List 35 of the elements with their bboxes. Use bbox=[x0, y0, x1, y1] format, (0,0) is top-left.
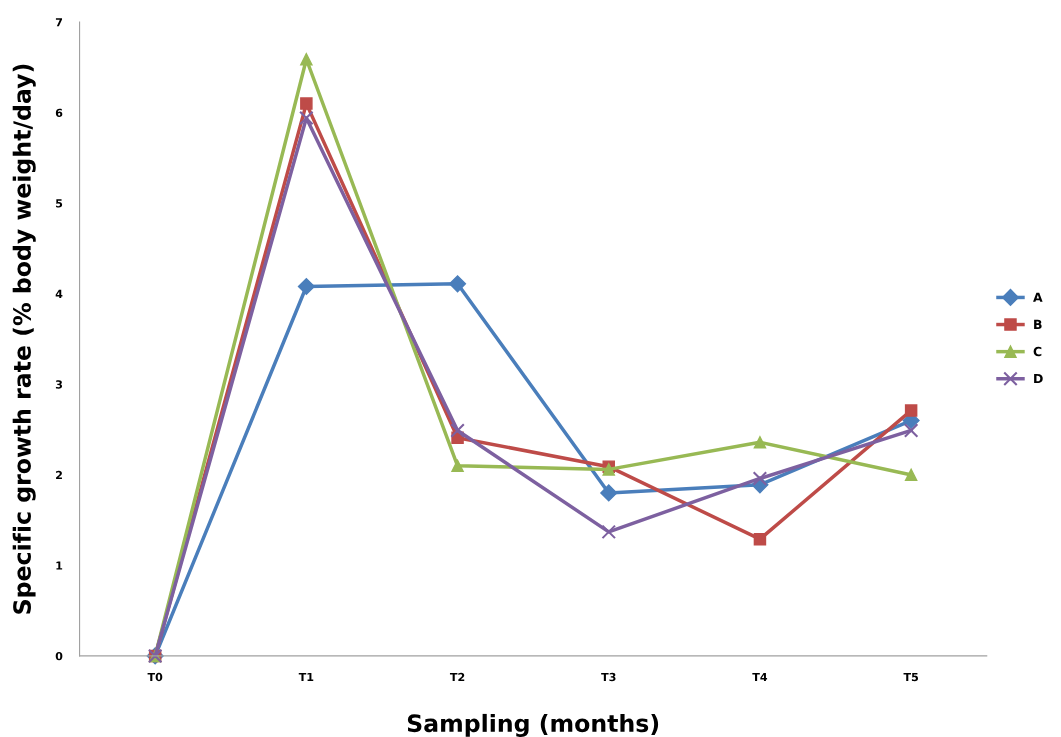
y-tick-label: 5 bbox=[56, 199, 63, 208]
point bbox=[300, 97, 313, 110]
point bbox=[300, 52, 313, 66]
y-tick-label: 2 bbox=[56, 470, 62, 480]
x-tick-label: T3 bbox=[601, 672, 616, 682]
x-tick-label: T2 bbox=[449, 672, 465, 682]
point bbox=[450, 423, 465, 438]
point bbox=[451, 459, 464, 473]
point bbox=[297, 277, 315, 296]
point bbox=[600, 484, 618, 502]
point bbox=[904, 404, 918, 417]
y-tick-label: 3 bbox=[55, 380, 63, 389]
point bbox=[299, 110, 314, 126]
legend-label: A bbox=[1033, 292, 1043, 302]
y-tick-label: 1 bbox=[56, 561, 63, 570]
point bbox=[753, 435, 767, 449]
point bbox=[904, 468, 918, 482]
x-tick-label: T1 bbox=[298, 672, 314, 682]
x-tick-label: T5 bbox=[903, 672, 919, 682]
point bbox=[601, 524, 617, 540]
legend-label: D bbox=[1034, 374, 1043, 384]
legend-label: B bbox=[1034, 319, 1042, 329]
y-tick-label: 6 bbox=[55, 108, 63, 118]
x-axis-title: Sampling (months) bbox=[407, 713, 659, 737]
x-tick-label: T0 bbox=[147, 672, 163, 682]
point bbox=[449, 275, 467, 293]
y-tick-label: 0 bbox=[55, 651, 63, 661]
point bbox=[903, 423, 919, 438]
x-tick-label: T4 bbox=[752, 672, 768, 682]
point bbox=[752, 471, 768, 486]
y-tick-label: 4 bbox=[55, 289, 63, 298]
y-tick-label: 7 bbox=[55, 18, 63, 27]
legend-label: C bbox=[1033, 346, 1042, 357]
point bbox=[753, 532, 767, 546]
y-axis-title: Specific growth rate (% body weight/day) bbox=[12, 64, 36, 614]
